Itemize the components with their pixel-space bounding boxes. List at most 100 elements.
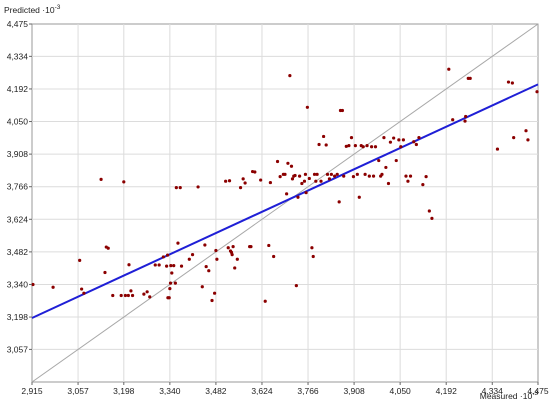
data-point: [451, 118, 455, 122]
line-layer: [31, 23, 539, 383]
data-point: [399, 145, 403, 149]
data-point: [268, 180, 273, 185]
data-point: [127, 263, 131, 267]
data-point: [392, 136, 396, 140]
data-point: [317, 142, 321, 147]
y-tick-label: 4,050: [7, 117, 29, 127]
data-point: [80, 287, 84, 291]
data-point: [214, 248, 218, 253]
data-point: [119, 293, 123, 298]
y-axis-exponent: -3: [54, 4, 61, 11]
x-tick-label: 3,482: [205, 386, 227, 396]
data-point: [300, 181, 304, 186]
data-point: [424, 175, 428, 179]
data-point: [174, 186, 178, 190]
data-point: [302, 179, 307, 183]
data-point: [370, 145, 374, 149]
data-point: [204, 264, 208, 269]
data-point: [111, 293, 115, 298]
data-point: [463, 119, 467, 123]
data-point: [335, 172, 339, 176]
x-tick-label: 3,057: [67, 386, 89, 396]
data-point: [157, 263, 161, 267]
data-point: [408, 174, 413, 178]
data-point: [310, 246, 314, 250]
data-point: [524, 129, 528, 133]
data-point: [165, 253, 170, 257]
data-point: [384, 165, 388, 170]
data-point: [380, 172, 384, 176]
data-point: [314, 179, 318, 183]
data-point: [173, 281, 177, 285]
data-point: [233, 266, 237, 270]
x-tick-label: 3,908: [343, 386, 365, 396]
data-point: [51, 285, 55, 289]
data-point: [303, 172, 308, 176]
data-point: [427, 209, 431, 213]
data-point: [207, 269, 211, 273]
data-point: [170, 271, 174, 275]
x-tick-label: 3,624: [251, 386, 273, 396]
data-point: [355, 172, 359, 176]
data-point: [371, 174, 376, 178]
data-point: [344, 144, 348, 148]
data-point: [388, 140, 393, 144]
data-point: [227, 179, 232, 183]
data-point: [126, 293, 130, 298]
data-point: [226, 246, 230, 250]
data-points: [31, 67, 539, 303]
data-point: [153, 263, 157, 267]
data-point: [203, 243, 207, 247]
data-point: [286, 161, 290, 165]
data-point: [123, 293, 128, 298]
data-point: [404, 174, 408, 178]
data-point: [78, 258, 82, 262]
y-tick-label: 4,475: [7, 19, 29, 29]
data-point: [447, 67, 451, 71]
data-point: [129, 289, 133, 293]
data-point: [267, 243, 271, 248]
data-point: [394, 158, 398, 163]
data-point: [311, 254, 315, 259]
data-point: [99, 177, 103, 181]
data-point: [238, 186, 243, 190]
data-point: [200, 285, 204, 289]
data-point: [168, 286, 172, 291]
data-point: [365, 144, 369, 148]
data-point: [421, 183, 425, 187]
tick-labels: 2,915 3,057 3,198 3,340 3,482 3,624 3,766 3,908…: [7, 19, 549, 396]
data-point: [82, 291, 86, 295]
data-point: [315, 172, 319, 176]
data-point: [321, 134, 326, 139]
data-point: [464, 114, 468, 119]
data-point: [349, 135, 354, 140]
data-point: [512, 135, 516, 140]
data-point: [294, 284, 298, 288]
data-point: [168, 281, 173, 285]
data-point: [103, 270, 107, 275]
data-point: [172, 264, 176, 268]
data-point: [327, 177, 332, 181]
data-point: [324, 143, 328, 147]
data-point: [290, 177, 295, 181]
y-tick-label: 3,624: [7, 214, 29, 224]
data-point: [506, 80, 511, 84]
data-point: [414, 142, 418, 147]
data-point: [142, 292, 146, 296]
y-tick-label: 3,198: [7, 312, 29, 322]
data-point: [31, 282, 35, 287]
data-point: [412, 140, 416, 144]
data-point: [430, 216, 434, 220]
data-point: [363, 172, 367, 176]
data-point: [178, 186, 182, 190]
data-point: [333, 174, 337, 178]
data-point: [176, 241, 180, 245]
data-point: [148, 295, 152, 299]
data-point: [278, 175, 282, 179]
data-point: [213, 291, 217, 295]
x-tick-label: 3,340: [159, 386, 181, 396]
data-point: [215, 257, 219, 261]
x-tick-label: 4,334: [482, 386, 504, 396]
y-tick-label: 3,482: [7, 247, 29, 257]
y-tick-label: 3,340: [7, 279, 29, 289]
